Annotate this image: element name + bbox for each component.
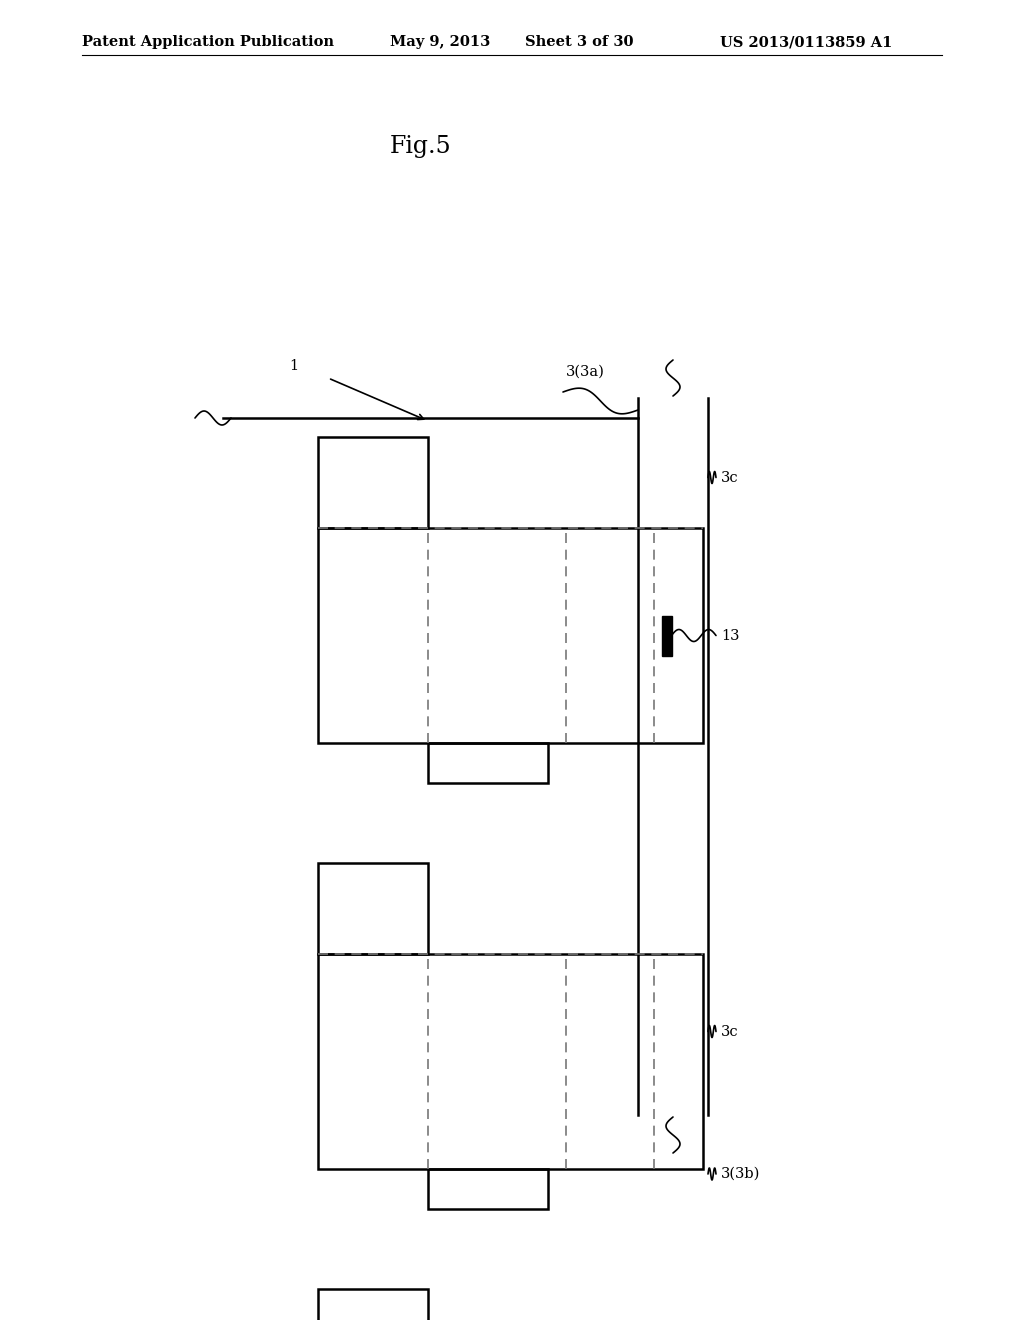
Text: 3(3a): 3(3a) xyxy=(566,366,605,379)
Polygon shape xyxy=(662,615,672,656)
Bar xyxy=(318,528,703,743)
Text: 13: 13 xyxy=(721,628,739,643)
Text: 3(3b): 3(3b) xyxy=(721,1167,761,1181)
Text: Fig.5: Fig.5 xyxy=(390,135,452,158)
Bar xyxy=(318,954,703,1170)
Text: Patent Application Publication: Patent Application Publication xyxy=(82,36,334,49)
Bar xyxy=(428,743,548,783)
Text: May 9, 2013: May 9, 2013 xyxy=(390,36,490,49)
Text: US 2013/0113859 A1: US 2013/0113859 A1 xyxy=(720,36,892,49)
Bar xyxy=(318,1290,428,1320)
Bar xyxy=(318,863,428,954)
Bar xyxy=(318,437,428,528)
Text: Sheet 3 of 30: Sheet 3 of 30 xyxy=(525,36,634,49)
Text: 3c: 3c xyxy=(721,470,738,484)
Bar xyxy=(428,1170,548,1209)
Text: 3c: 3c xyxy=(721,1024,738,1039)
Text: 1: 1 xyxy=(289,359,298,374)
